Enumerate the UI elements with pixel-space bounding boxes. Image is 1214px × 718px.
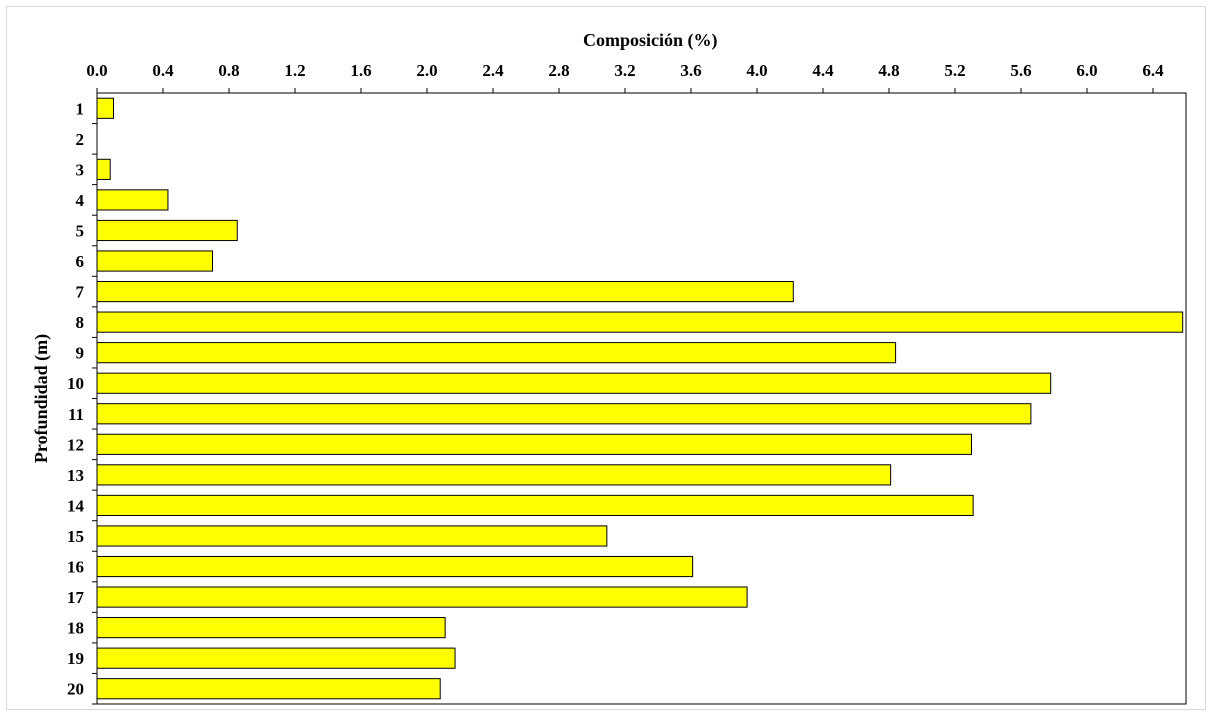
y-tick-label: 5 <box>76 221 85 240</box>
y-tick-label: 11 <box>68 405 84 424</box>
bar-depth-3 <box>96 158 111 180</box>
y-tick-label: 2 <box>76 130 85 149</box>
bar-depth-4 <box>96 189 169 211</box>
bar-depth-15 <box>96 525 608 547</box>
bar-depth-19 <box>96 647 456 669</box>
x-tick-label: 6.4 <box>1142 61 1164 80</box>
x-tick-label: 2.8 <box>548 61 569 80</box>
x-tick-label: 3.6 <box>680 61 701 80</box>
bar-depth-5 <box>96 219 238 242</box>
bar-depth-13 <box>96 464 892 486</box>
y-tick-label: 16 <box>67 558 84 577</box>
y-tick-label: 8 <box>76 313 85 332</box>
y-tick-label: 7 <box>76 283 85 302</box>
x-tick-label: 1.2 <box>284 61 305 80</box>
x-tick-label: 2.0 <box>416 61 437 80</box>
x-ticks-group: 0.0 0.4 0.8 1.2 1.6 2.0 2.4 2.8 3.2 3.6 4.0 4.4 4.8 5… <box>86 61 1164 93</box>
x-tick-label: 0.0 <box>86 61 107 80</box>
x-tick-label: 4.8 <box>878 61 899 80</box>
bar-depth-10 <box>96 372 1052 394</box>
x-tick-label: 5.6 <box>1010 61 1031 80</box>
y-tick-label: 20 <box>67 680 84 699</box>
y-tick-label: 10 <box>67 374 84 393</box>
y-tick-label: 17 <box>67 588 85 607</box>
x-tick-label: 5.2 <box>944 61 965 80</box>
y-tick-label: 18 <box>67 619 84 638</box>
bar-depth-14 <box>96 494 974 517</box>
x-tick-label: 0.4 <box>152 61 174 80</box>
y-tick-label: 3 <box>76 160 85 179</box>
bar-depth-18 <box>96 617 446 639</box>
bar-depth-6 <box>96 250 213 272</box>
y-tick-label: 4 <box>76 191 85 210</box>
y-tick-label: 14 <box>67 496 85 515</box>
y-tick-label: 13 <box>67 466 84 485</box>
x-tick-label: 4.4 <box>812 61 834 80</box>
x-tick-label: 6.0 <box>1076 61 1097 80</box>
bar-depth-9 <box>96 342 897 364</box>
y-tick-label: 6 <box>76 252 85 271</box>
y-tick-label: 12 <box>67 435 84 454</box>
x-tick-label: 3.2 <box>614 61 635 80</box>
x-tick-label: 1.6 <box>350 61 371 80</box>
y-axis-title: Profundidad (m) <box>31 334 52 463</box>
bar-depth-17 <box>96 586 748 608</box>
bar-depth-11 <box>96 403 1032 425</box>
bar-depth-7 <box>96 280 794 303</box>
plot-area-border <box>96 92 1187 705</box>
y-tick-label: 19 <box>67 649 84 668</box>
bars-group <box>96 97 1184 700</box>
x-tick-label: 2.4 <box>482 61 504 80</box>
bar-depth-8 <box>96 311 1184 333</box>
bar-depth-20 <box>96 678 441 700</box>
y-tick-label: 9 <box>76 344 85 363</box>
x-axis-title: Composición (%) <box>583 30 718 51</box>
y-tick-label: 1 <box>76 99 85 118</box>
y-tick-label: 15 <box>67 527 84 546</box>
x-tick-label: 4.0 <box>746 61 767 80</box>
x-tick-label: 0.8 <box>218 61 239 80</box>
bar-depth-12 <box>96 433 972 455</box>
bar-depth-1 <box>96 97 114 119</box>
bar-depth-16 <box>96 555 694 578</box>
